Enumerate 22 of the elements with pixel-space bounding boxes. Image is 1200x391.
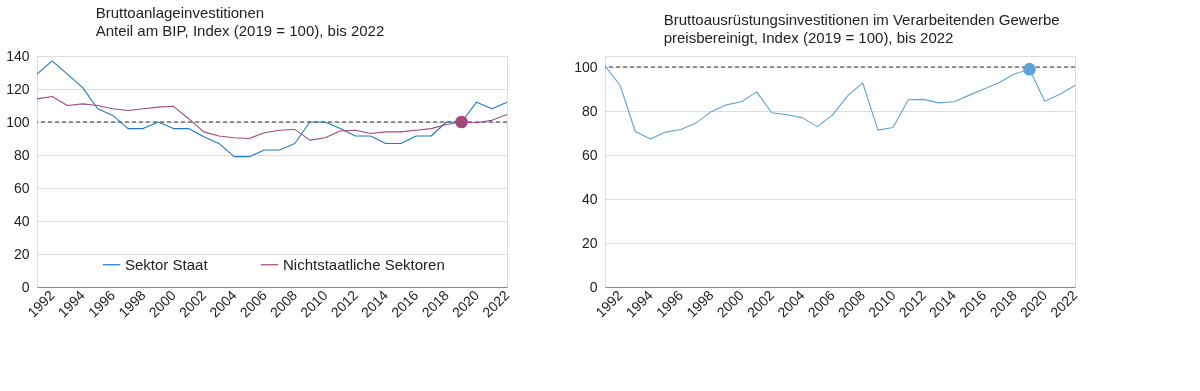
y-tick-label: 100 [6,113,30,130]
legend-label: Nichtstaatliche Sektoren [283,255,445,273]
y-tick-label: 60 [13,179,30,196]
y-tick-label: 120 [6,80,30,97]
y-tick-label: 80 [581,102,598,119]
y-tick-label: 40 [13,212,30,229]
y-tick-label: 100 [574,58,598,75]
y-tick-label: 40 [581,190,598,207]
legend-label: Sektor Staat [125,255,209,273]
line-series [36,60,508,158]
y-tick-label: 60 [581,146,598,163]
chart-subtitle: Anteil am BIP, Index (2019 = 100), bis 2022 [95,22,385,39]
y-tick-label: 20 [581,234,598,251]
y-tick-label: 0 [21,278,30,295]
y-tick-label: 20 [13,245,30,262]
y-tick-label: 140 [6,47,30,64]
chart-subtitle: preisbereinigt, Index (2019 = 100), bis 2022 [663,29,954,46]
y-tick-label: 0 [589,278,598,295]
line-series [36,95,508,141]
chart-title: Bruttoanlageinvestitionen [95,4,265,21]
chart-title: Bruttoausrüstungsinvestitionen im Verarbeitenden Gewerbe [663,11,1060,28]
y-tick-label: 80 [13,146,30,163]
